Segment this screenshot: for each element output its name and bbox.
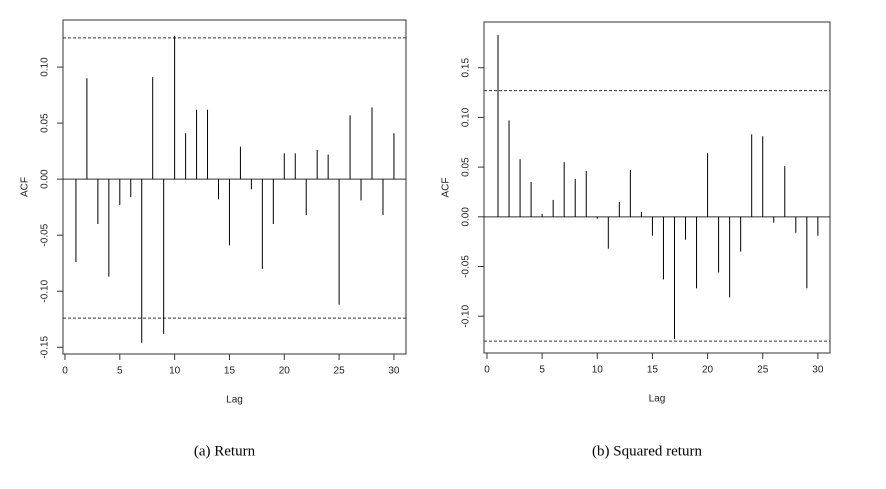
x-tick-label: 5 [117,366,123,377]
x-tick-label: 15 [224,366,236,377]
x-tick-label: 5 [539,365,545,376]
caption: (b) Squared return [592,443,702,459]
y-tick-label: -0.05 [461,255,472,278]
y-tick-label: -0.15 [40,335,51,358]
x-tick-label: 25 [334,366,346,377]
y-tick-label: 0.00 [40,169,51,189]
x-tick-label: 10 [592,365,604,376]
y-tick-label: 0.10 [40,57,51,77]
x-tick-label: 10 [169,366,181,377]
x-axis-label: Lag [649,394,666,405]
y-tick-label: 0.10 [461,107,472,127]
y-tick-label: 0.15 [461,58,472,78]
x-tick-label: 30 [812,365,824,376]
y-axis-label: ACF [20,177,31,197]
y-tick-label: 0.05 [40,113,51,133]
y-axis-label: ACF [441,178,452,198]
x-axis-label: Lag [226,395,243,406]
x-tick-label: 20 [702,365,714,376]
x-tick-label: 25 [757,365,769,376]
y-tick-label: 0.05 [461,157,472,177]
y-tick-label: -0.10 [461,304,472,327]
plot-frame [483,21,831,354]
y-tick-label: 0.00 [461,207,472,227]
x-tick-label: 0 [62,366,68,377]
x-tick-label: 30 [388,366,400,377]
x-tick-label: 15 [647,365,659,376]
y-tick-label: -0.10 [40,279,51,302]
x-tick-label: 0 [484,365,490,376]
caption: (a) Return [194,443,256,459]
x-tick-label: 20 [279,366,291,377]
y-tick-label: -0.05 [40,223,51,246]
plot-frame [62,19,407,355]
